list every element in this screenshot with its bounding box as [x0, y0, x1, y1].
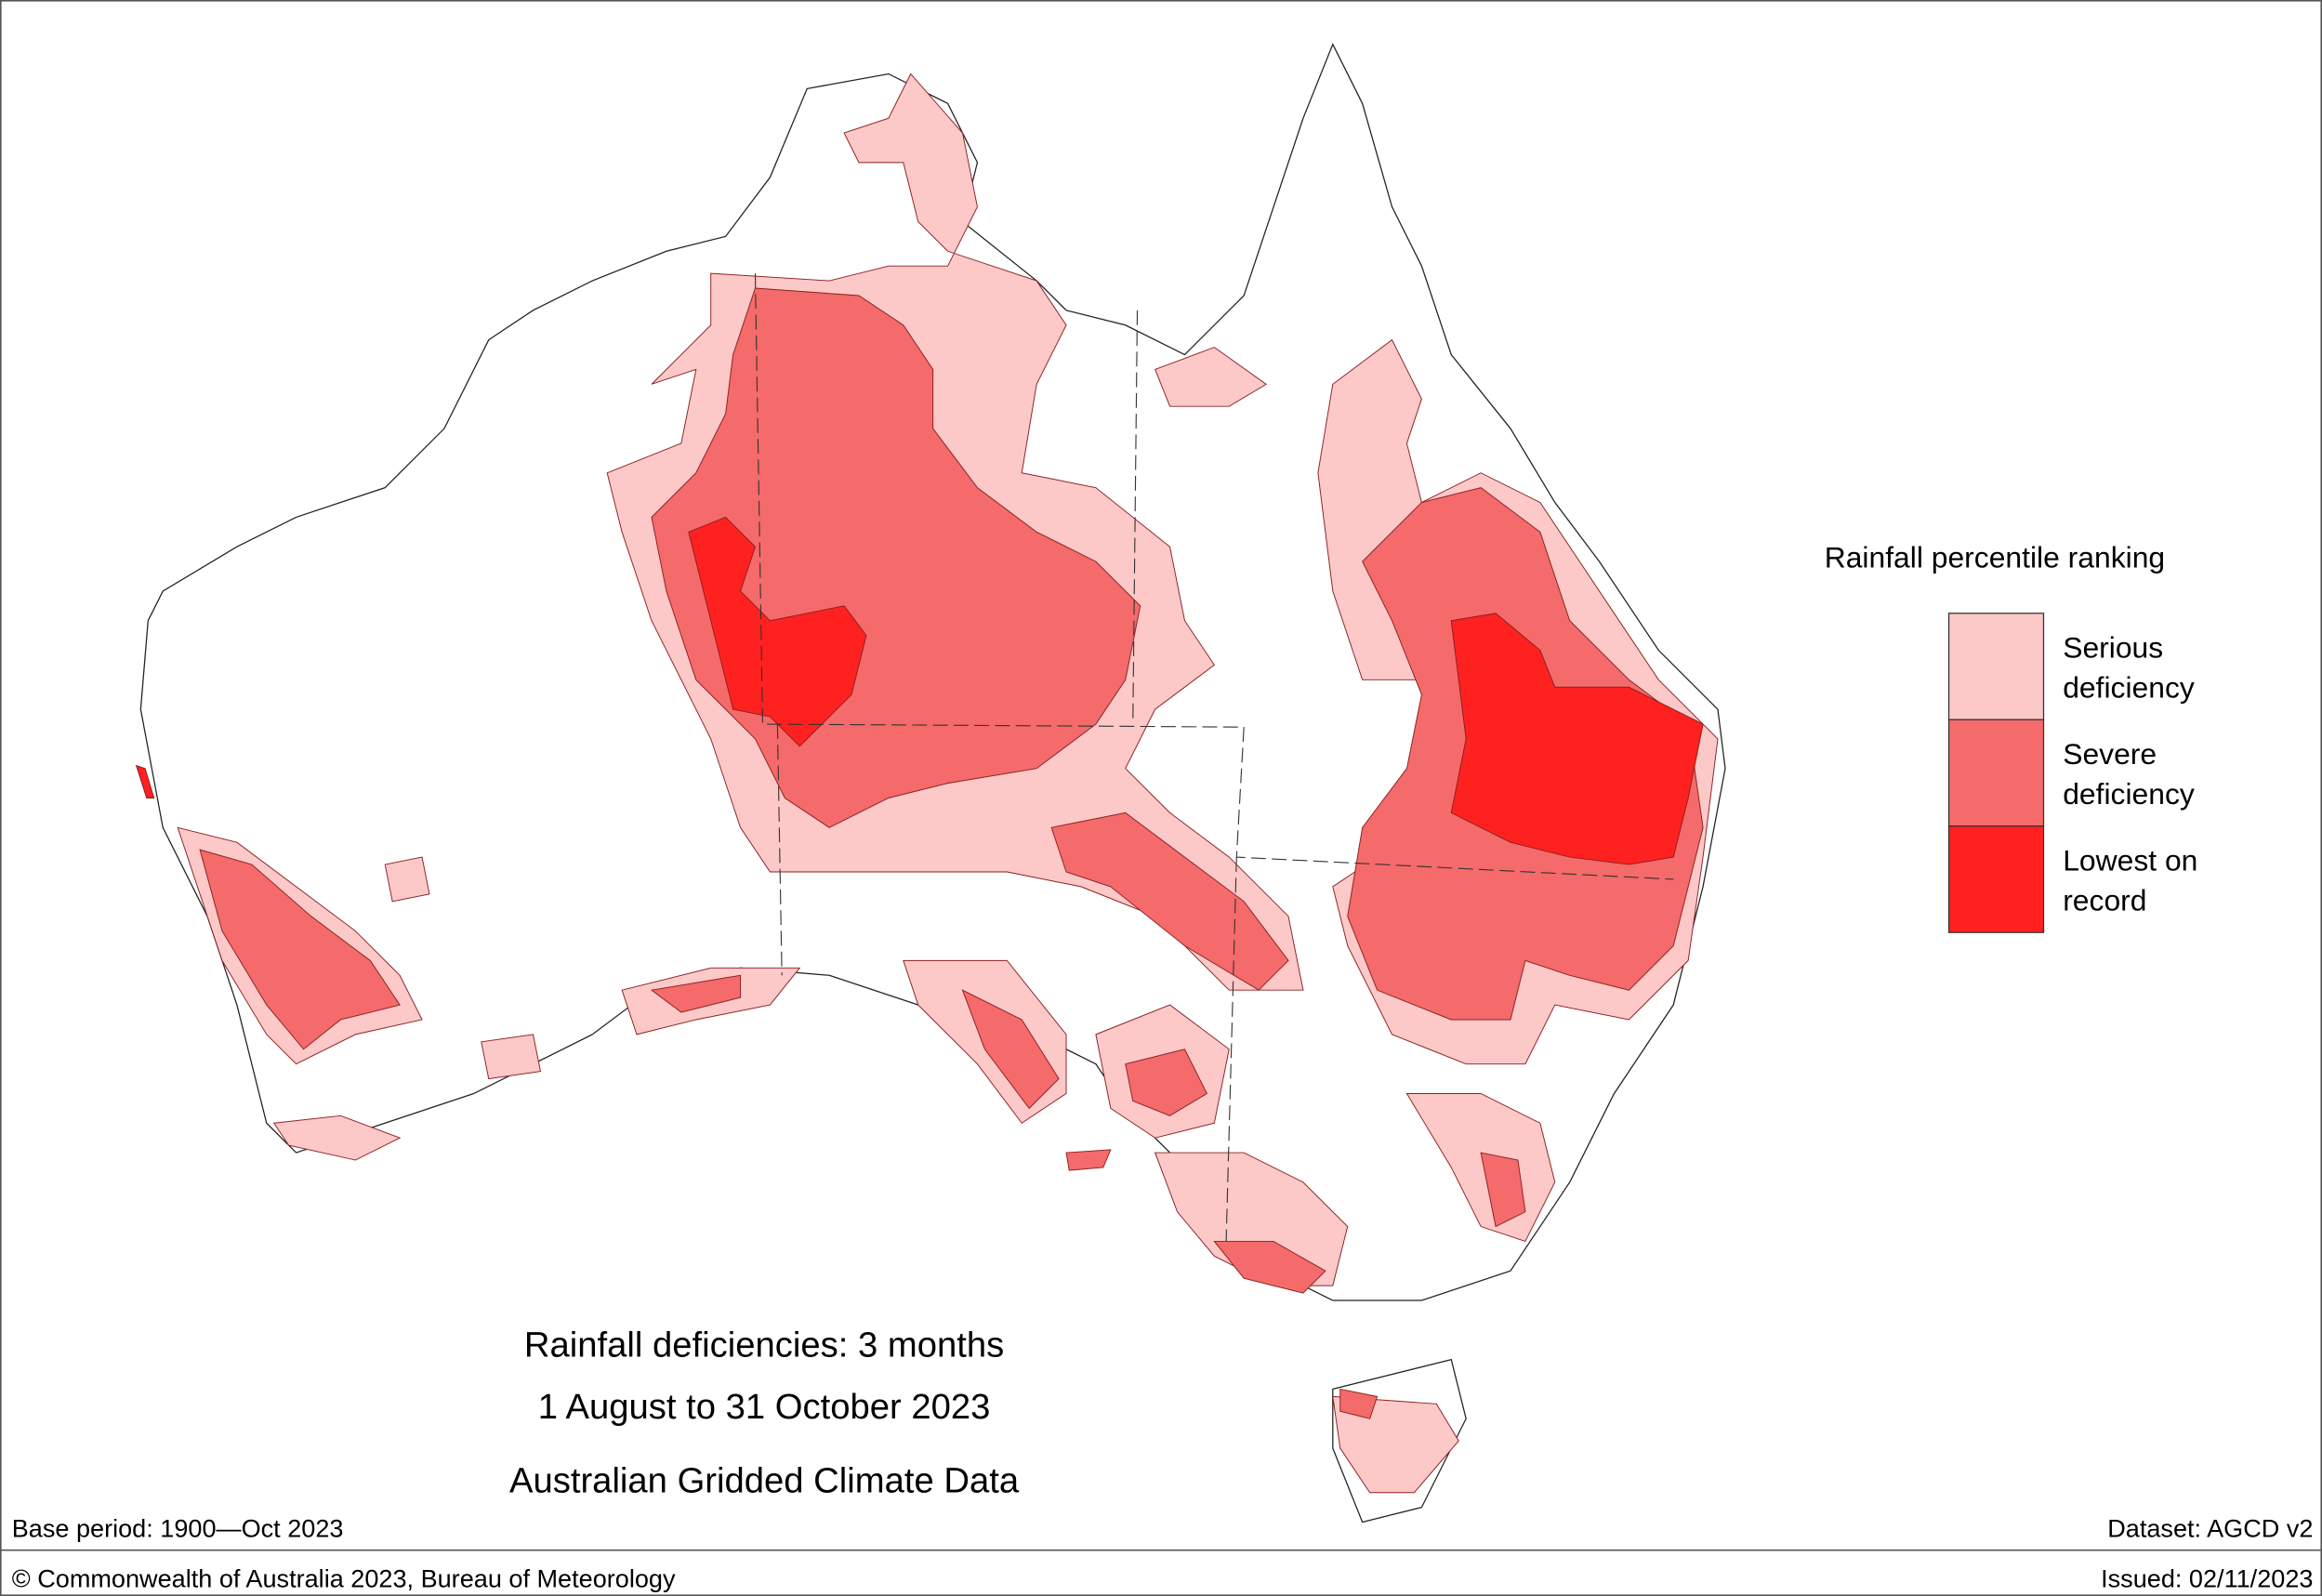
legend-swatch	[1947, 825, 2045, 933]
map-title: Rainfall deficiencies: 3 months 1 August …	[509, 1325, 1020, 1500]
dataset: Dataset: AGCD v2	[2107, 1514, 2313, 1542]
legend-swatch	[1947, 613, 2045, 720]
issued-date: Issued: 02/11/2023	[2101, 1564, 2313, 1592]
legend-label: Severe	[2063, 737, 2157, 771]
legend-label: record	[2063, 883, 2146, 917]
legend-label: Lowest on	[2063, 843, 2197, 877]
legend-label: deficiency	[2063, 777, 2195, 811]
state-borders	[754, 273, 1674, 1242]
title-line: 1 August to 31 October 2023	[538, 1387, 991, 1427]
title-line: Australian Gridded Climate Data	[509, 1461, 1020, 1501]
legend-label: deficiency	[2063, 670, 2195, 704]
legend: Rainfall percentile ranking Serious defici…	[1825, 541, 2197, 933]
lowest-regions	[135, 516, 1704, 865]
legend-title: Rainfall percentile ranking	[1825, 541, 2165, 574]
base-period: Base period: 1900—Oct 2023	[12, 1514, 344, 1542]
legend-label: Serious	[2063, 630, 2163, 664]
title-line: Rainfall deficiencies: 3 months	[524, 1325, 1004, 1365]
copyright: © Commonwealth of Australia 2023, Bureau…	[12, 1564, 676, 1592]
australia-map	[135, 43, 1726, 1523]
legend-swatch	[1947, 719, 2045, 827]
